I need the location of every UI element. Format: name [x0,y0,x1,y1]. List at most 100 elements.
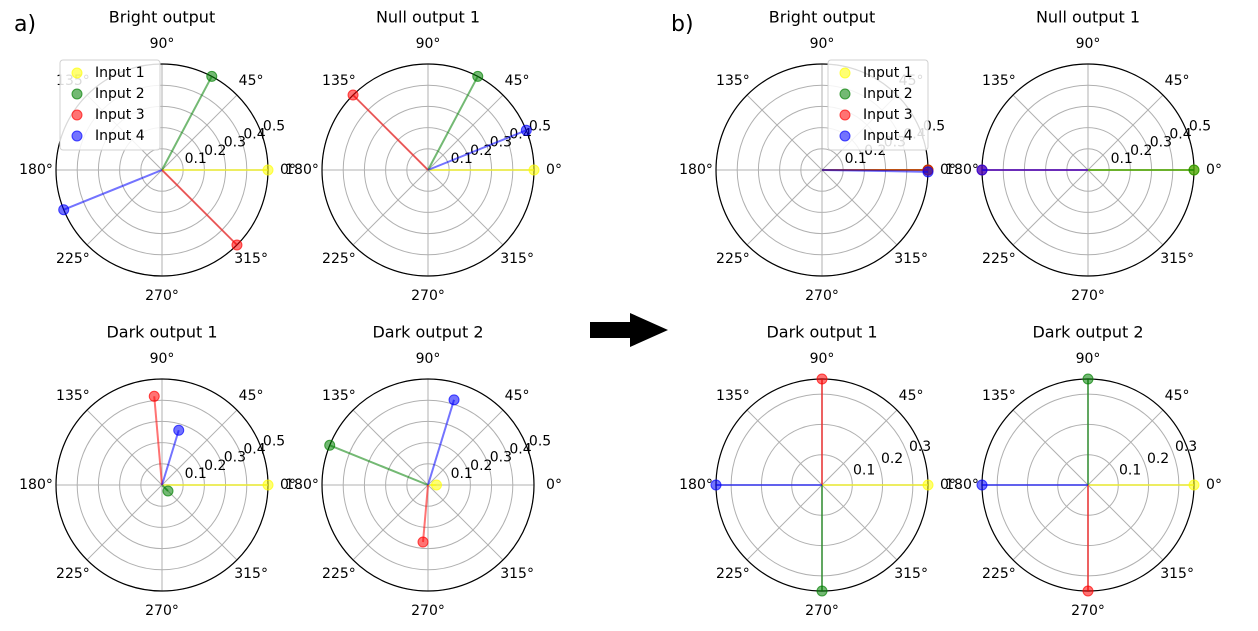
series-line-input-4 [161,429,180,486]
legend-label: Input 4 [95,128,145,144]
legend-box [827,59,929,151]
angle-tick-label: 0° [940,162,956,178]
series-point-input-1 [922,479,934,491]
polar-chart-7: Dark output 1 0° 45° 90° 135° 180° 225° 270° 315… [679,323,956,620]
series-point-input-2 [472,70,484,82]
angle-tick-label: 180° [945,162,979,178]
angle-tick-label: 45° [1165,73,1190,89]
angle-tick-label: 225° [982,566,1016,582]
polar-chart-1: Bright output0°45°90°135°180°225°270°315… [19,8,296,305]
angle-tick-label: 0° [280,477,296,493]
series-line-input-4 [63,169,163,211]
series-point-input-4 [173,424,185,436]
radial-tick-label: 0.5 [529,433,551,449]
angle-tick-label: 225° [322,566,356,582]
angular-gridline [1087,484,1164,561]
radial-tick-label: 0.4 [1169,127,1191,143]
series-line-input-4 [821,169,929,173]
polar-chart-2: Null output 1 0° 45° 90° 135° 180° 225° 270° 315… [285,8,562,305]
angle-tick-label: 315° [500,251,534,267]
angle-tick-label: 0° [546,477,562,493]
legend-marker [71,109,83,121]
angle-tick-label: 135° [56,388,90,404]
angle-tick-label: 315° [234,566,268,582]
series-point-input-4 [976,164,988,176]
angle-tick-label: 45° [1165,388,1190,404]
chart-title: Dark output 1 [106,323,217,342]
radial-tick-label: 0.2 [881,451,903,467]
series-line-input-2 [427,75,479,171]
angle-tick-label: 45° [239,73,264,89]
legend-label: Input 4 [863,128,913,144]
radial-tick-label: 0.1 [1111,151,1133,167]
angle-tick-label: 270° [411,603,445,619]
polar-chart-4: Dark output 2 0° 45° 90° 135° 180° 225° 270° 315… [285,323,562,620]
chart-title: Dark output 2 [1032,323,1143,342]
angular-gridline [161,484,238,561]
series-line-input-3 [352,94,429,171]
angle-tick-label: 45° [239,388,264,404]
legend-marker [71,130,83,142]
chart-title: Dark output 1 [766,323,877,342]
series-point-input-4 [710,479,722,491]
legend-label: Input 3 [863,107,913,123]
angle-tick-label: 315° [1160,251,1194,267]
angular-gridline [427,484,504,561]
legend-marker [839,109,851,121]
legend-box [59,59,161,151]
angle-tick-label: 0° [940,477,956,493]
legend: Input 1 Input 2 Input 3 Input 4 [827,59,929,151]
series-line-input-3 [161,169,238,246]
angle-tick-label: 270° [145,288,179,304]
angular-gridline [821,169,898,246]
legend-marker [839,130,851,142]
series-line-input-2 [161,75,213,171]
panel-b-label: b) [671,12,694,37]
angular-gridline [1087,94,1164,171]
angle-tick-label: 180° [19,477,53,493]
series-point-input-2 [162,485,174,497]
series-point-input-4 [976,479,988,491]
legend-marker [839,67,851,79]
angle-tick-label: 225° [716,251,750,267]
angle-tick-label: 225° [982,251,1016,267]
series-point-input-1 [262,479,274,491]
radial-tick-label: 0.3 [224,450,246,466]
angle-tick-label: 270° [145,603,179,619]
angular-gridline [86,169,163,246]
angular-gridline [1012,484,1089,561]
chart-title: Bright output [769,8,875,27]
angle-tick-label: 180° [679,162,713,178]
angular-gridline [427,409,504,486]
angle-tick-label: 315° [234,251,268,267]
radial-tick-label: 0.5 [263,118,285,134]
legend-marker [71,67,83,79]
angle-tick-label: 45° [899,388,924,404]
angular-gridline [427,94,504,171]
chart-title: Null output 1 [1036,8,1140,27]
radial-tick-label: 0.1 [853,462,875,478]
radial-tick-label: 0.4 [243,127,265,143]
angle-tick-label: 225° [322,251,356,267]
angle-tick-label: 90° [416,36,441,52]
angle-tick-label: 0° [1206,162,1222,178]
angle-tick-label: 270° [1071,603,1105,619]
radial-tick-label: 0.1 [1119,462,1141,478]
legend-label: Input 1 [863,65,913,81]
series-point-input-3 [231,239,243,251]
angle-tick-label: 225° [56,251,90,267]
polar-chart-5: Bright output0°45°90°135°180°225°270°315… [679,8,956,305]
angle-tick-label: 90° [416,351,441,367]
angle-tick-label: 90° [1076,36,1101,52]
radial-tick-label: 0.2 [1130,143,1152,159]
series-point-input-4 [448,394,460,406]
radial-tick-label: 0.3 [224,135,246,151]
angular-gridline [86,409,163,486]
angle-tick-label: 90° [810,351,835,367]
angle-tick-label: 180° [19,162,53,178]
series-point-input-2 [324,439,336,451]
angle-tick-label: 0° [280,162,296,178]
series-point-input-4 [520,124,532,136]
legend-marker [839,88,851,100]
